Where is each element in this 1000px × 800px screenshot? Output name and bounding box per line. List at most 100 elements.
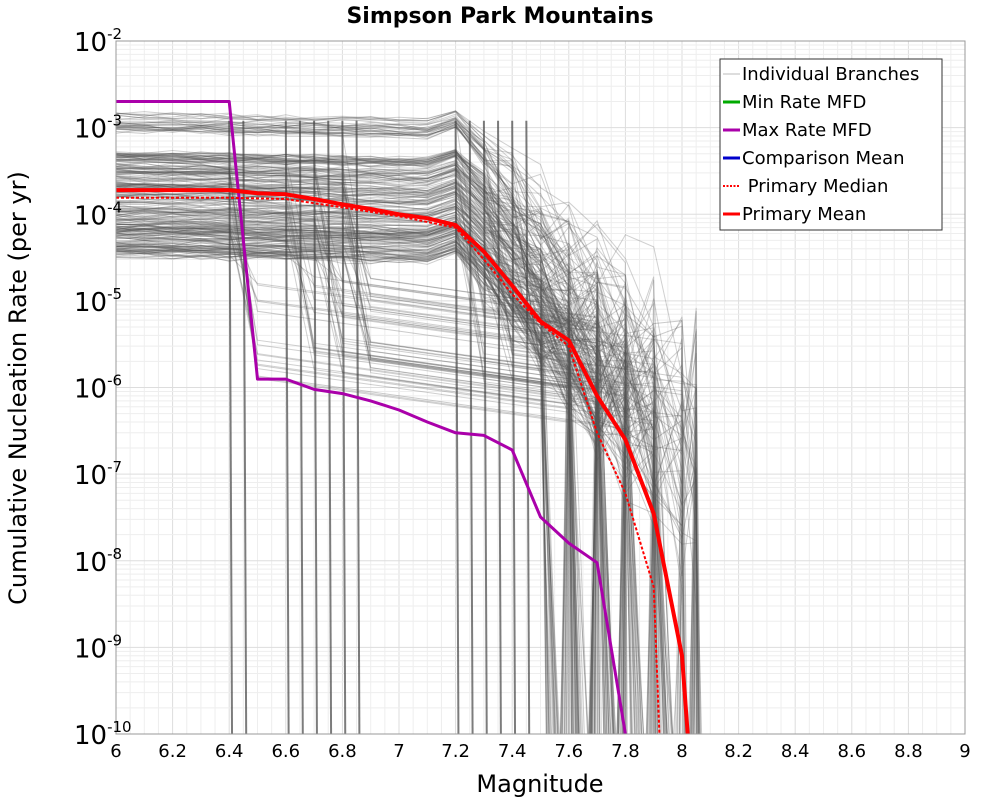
branch-line [115, 123, 626, 735]
branch-drop-line [242, 120, 248, 735]
branch-line [115, 155, 683, 735]
branch-line [115, 163, 665, 735]
x-tick-label: 6.2 [158, 741, 187, 762]
max-rate-mfd-line [116, 100, 627, 735]
y-tick-label: 10-9 [74, 631, 122, 664]
y-tick-label: 10-3 [74, 112, 122, 145]
branch-line [115, 240, 610, 735]
branch-line [115, 194, 643, 735]
branch-line [115, 232, 626, 735]
legend-box [719, 58, 943, 231]
branch-line [115, 191, 655, 735]
branch-line [115, 193, 664, 735]
branch-line [115, 149, 697, 735]
branch-line [115, 191, 686, 735]
x-tick-label: 7.2 [441, 741, 470, 762]
branch-line [115, 214, 655, 735]
branch-line [115, 178, 683, 735]
x-tick-label: 6.6 [271, 741, 300, 762]
branch-line [115, 161, 661, 735]
branch-line [115, 250, 614, 735]
branch-line [115, 168, 610, 735]
branch-line [115, 206, 626, 735]
branch-line [115, 200, 673, 735]
plot-frame [115, 40, 966, 735]
branch-line [115, 110, 598, 735]
branch-line [115, 224, 605, 735]
branch-line [115, 171, 598, 735]
individual-branches [115, 110, 703, 735]
branch-line [115, 245, 612, 735]
y-tick-label: 10-10 [74, 718, 132, 751]
branch-line [115, 177, 668, 735]
branch-line [115, 152, 614, 735]
branch-line [115, 110, 555, 735]
branch-line [115, 249, 655, 735]
branch-line [115, 218, 697, 735]
branch-line [115, 244, 628, 735]
branch-line [115, 126, 688, 735]
branch-line [115, 190, 626, 735]
x-tick-label: 6 [110, 741, 121, 762]
x-tick-label: 6.8 [328, 741, 357, 762]
x-tick-label: 8.8 [894, 741, 923, 762]
branch-line [115, 240, 655, 735]
branch-line [115, 191, 598, 735]
branch-line [115, 167, 656, 735]
branch-line [115, 149, 666, 735]
branch-line [115, 222, 642, 735]
branch-line [115, 174, 606, 735]
branch-line [115, 229, 697, 735]
y-tick-label: 10-6 [74, 372, 122, 405]
branch-line [115, 173, 600, 735]
branch-line [115, 216, 673, 735]
branch-line [115, 244, 598, 735]
branch-line [115, 208, 600, 735]
branch-line [115, 188, 698, 735]
branch-line [115, 229, 598, 735]
branch-line [115, 250, 655, 735]
branch-line [115, 121, 697, 735]
branch-line [115, 231, 655, 735]
branch-line [115, 249, 632, 735]
branch-line [115, 164, 626, 735]
branch-line [115, 126, 598, 735]
branch-line [115, 162, 626, 735]
branch-drop-line [327, 120, 333, 735]
branch-line [115, 245, 612, 735]
branch-line [115, 164, 598, 735]
branch-drop-line [497, 120, 502, 735]
branch-line [115, 190, 683, 735]
branch-line [115, 182, 639, 735]
branch-line [115, 183, 656, 735]
branch-line [116, 203, 610, 735]
branch-line [115, 177, 670, 735]
branch-line [115, 167, 557, 735]
branch-line [115, 207, 633, 735]
branch-line [115, 209, 703, 735]
branch-line [115, 216, 697, 735]
branch-line [115, 222, 627, 735]
branch-drop-line [313, 120, 318, 735]
branch-line [115, 151, 633, 735]
y-tick-label: 10-8 [74, 545, 122, 578]
branch-line [115, 157, 655, 735]
legend-label: Min Rate MFD [742, 92, 866, 113]
branch-line [115, 246, 598, 735]
branch-line [115, 169, 683, 735]
branch-line [115, 239, 627, 735]
branch-line [115, 206, 655, 735]
branch-line [115, 233, 626, 735]
branch-line [115, 197, 683, 735]
branch-line [115, 221, 655, 735]
branch-line [115, 247, 598, 735]
branch-line [115, 181, 605, 735]
branch-line [115, 228, 598, 735]
branch-line [115, 162, 614, 735]
branch-line [115, 220, 655, 735]
branch-line [115, 223, 664, 735]
grid [115, 41, 966, 735]
branch-line [115, 113, 686, 735]
branch-line [115, 117, 626, 735]
branch-line [115, 243, 607, 735]
